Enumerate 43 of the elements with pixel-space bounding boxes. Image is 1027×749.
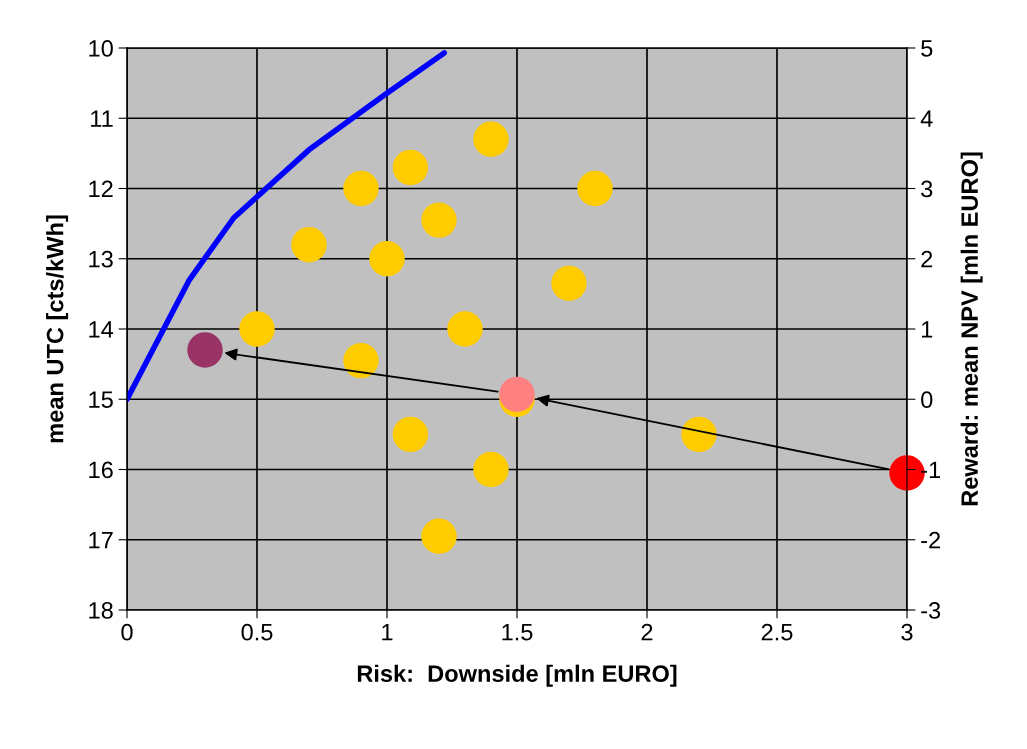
y-tick-label: 15: [89, 391, 113, 409]
y2-tick-label: -3: [921, 602, 941, 619]
point: [551, 265, 587, 302]
point: [421, 202, 457, 238]
point: [421, 518, 457, 554]
y2-tick-label: 4: [920, 110, 933, 127]
y2-tick-label: 3: [921, 180, 933, 198]
point: [343, 170, 379, 207]
x-axis-title: Risk: Downside [mln EURO]: [357, 664, 677, 687]
y2-tick-label: 2: [921, 250, 933, 268]
point: [473, 121, 509, 158]
x-tick-label: 1: [382, 624, 393, 641]
x-tick-label: 3: [901, 623, 913, 641]
y-tick-label: 11: [91, 110, 113, 127]
y-axis-title: mean UTC [cts/kWh]: [46, 215, 69, 443]
point: [577, 170, 613, 207]
point: [369, 241, 405, 277]
x-tick-label: 0.5: [241, 623, 273, 641]
y2-tick-label: 5: [921, 40, 933, 57]
y-tick-label: 16: [89, 461, 113, 479]
x-tick-label: 2.5: [761, 623, 793, 641]
point: [239, 311, 275, 347]
point: [447, 311, 483, 347]
y2-tick-label: 0: [921, 391, 933, 409]
x-tick-label: 0: [121, 623, 133, 641]
point: [681, 416, 717, 453]
point: [473, 451, 509, 488]
point: [392, 149, 429, 186]
y-tick-label: 12: [89, 180, 113, 198]
point: [343, 342, 379, 379]
point: [392, 416, 429, 453]
x-tick-label: 1.5: [502, 624, 533, 641]
point: [291, 227, 327, 263]
x-tick-label: 2: [641, 623, 653, 641]
y2-tick-label: 1: [921, 321, 933, 338]
y-tick-label: 18: [89, 602, 113, 619]
y2-axis-title: Reward: mean NPV [mln EURO]: [960, 152, 983, 506]
y-tick-label: 10: [89, 40, 113, 57]
y-tick-label: 13: [89, 250, 113, 268]
y2-tick-label: -2: [921, 531, 940, 549]
point: [187, 332, 223, 368]
y-tick-label: 17: [89, 532, 113, 549]
y-tick-label: 14: [89, 321, 114, 338]
